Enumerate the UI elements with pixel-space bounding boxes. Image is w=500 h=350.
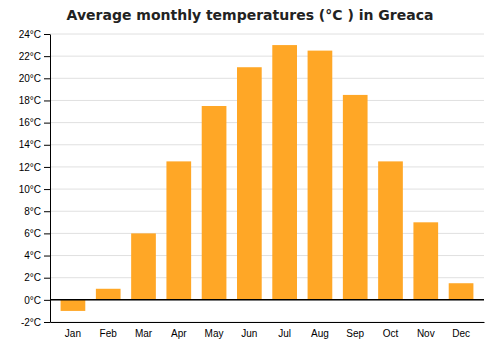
grid-line — [50, 122, 484, 123]
zero-line — [50, 299, 484, 301]
y-tick-label: -2°C — [21, 317, 41, 328]
y-tick: 4°C — [24, 250, 50, 261]
x-tick-label: May — [205, 328, 224, 339]
y-tick-label: 0°C — [24, 295, 41, 306]
y-tick: 2°C — [24, 272, 50, 283]
x-tick-label: Feb — [100, 328, 118, 339]
grid-line — [50, 56, 484, 57]
x-tick-label: Jul — [278, 328, 291, 339]
y-tick: 0°C — [24, 295, 50, 306]
y-tick-mark — [44, 300, 50, 301]
x-tick-label: Jan — [65, 328, 81, 339]
grid-line — [50, 189, 484, 190]
grid-line — [50, 211, 484, 212]
y-tick-mark — [44, 233, 50, 234]
x-tick: Oct — [383, 328, 399, 339]
y-tick-mark — [44, 322, 50, 323]
y-tick-mark — [44, 34, 50, 35]
bar — [272, 45, 297, 300]
grid-line — [50, 100, 484, 101]
grid-line — [50, 34, 484, 35]
bar — [131, 233, 156, 299]
y-tick-mark — [44, 211, 50, 212]
x-tick-label: Sep — [346, 328, 364, 339]
x-tick: Jul — [278, 328, 291, 339]
y-tick-label: 8°C — [24, 206, 41, 217]
y-tick-mark — [44, 145, 50, 146]
grid-line — [50, 78, 484, 79]
x-tick: Dec — [452, 328, 470, 339]
bar — [413, 222, 438, 300]
bar — [449, 283, 474, 300]
y-axis: -2°C 0°C 2°C 4°C 6°C 8°C 10°C 12°C 14°C 16°C 18°C 2… — [19, 29, 51, 328]
y-tick: -2°C — [21, 317, 50, 328]
bar — [96, 289, 121, 300]
y-tick-label: 18°C — [19, 95, 41, 106]
x-tick-label: Jun — [241, 328, 257, 339]
y-tick: 12°C — [19, 162, 50, 173]
y-tick: 22°C — [19, 51, 50, 62]
x-tick: Aug — [311, 328, 329, 339]
y-tick-mark — [44, 78, 50, 79]
x-tick-label: Nov — [417, 328, 435, 339]
y-axis-line — [50, 35, 51, 323]
y-tick: 20°C — [19, 73, 50, 84]
y-tick-mark — [44, 278, 50, 279]
x-tick-label: Dec — [452, 328, 470, 339]
y-tick-mark — [44, 167, 50, 168]
y-tick-label: 10°C — [19, 184, 41, 195]
x-tick-label: Apr — [171, 328, 187, 339]
y-tick-label: 2°C — [24, 272, 41, 283]
x-tick: Apr — [171, 328, 187, 339]
x-tick: May — [205, 328, 224, 339]
x-tick: Feb — [100, 328, 118, 339]
y-tick: 16°C — [19, 117, 50, 128]
y-tick-label: 14°C — [19, 139, 41, 150]
y-tick: 6°C — [24, 228, 50, 239]
x-tick: Jan — [65, 328, 81, 339]
y-tick-mark — [44, 256, 50, 257]
y-tick: 14°C — [19, 139, 50, 150]
y-tick-label: 16°C — [19, 117, 41, 128]
y-tick-mark — [44, 123, 50, 124]
x-axis: Jan Feb Mar Apr May Jun Jul Aug Sep Oct Nov Dec — [51, 323, 485, 340]
bar — [308, 51, 333, 300]
y-tick-mark — [44, 56, 50, 57]
bars — [61, 45, 474, 311]
bar — [237, 67, 262, 300]
x-tick-label: Oct — [383, 328, 399, 339]
chart: Average monthly temperatures (°C ) in Gr… — [0, 0, 500, 350]
grid-line — [50, 166, 484, 167]
y-tick-label: 22°C — [19, 51, 41, 62]
x-tick: Sep — [346, 328, 364, 339]
bar — [343, 95, 368, 300]
y-tick-mark — [44, 189, 50, 190]
x-tick: Jun — [241, 328, 257, 339]
y-tick: 8°C — [24, 206, 50, 217]
y-tick-label: 6°C — [24, 228, 41, 239]
x-tick-label: Aug — [311, 328, 329, 339]
y-tick: 10°C — [19, 184, 50, 195]
grid — [50, 34, 484, 322]
y-tick-label: 4°C — [24, 250, 41, 261]
x-tick: Nov — [417, 328, 435, 339]
y-tick: 18°C — [19, 95, 50, 106]
y-tick-label: 12°C — [19, 162, 41, 173]
grid-line — [50, 299, 484, 300]
bar — [166, 161, 191, 299]
y-tick: 24°C — [19, 29, 50, 40]
x-tick-label: Mar — [135, 328, 153, 339]
y-tick-mark — [44, 100, 50, 101]
bar — [378, 161, 403, 299]
x-tick: Mar — [135, 328, 153, 339]
y-tick-label: 24°C — [19, 29, 41, 40]
title: Average monthly temperatures (°C ) in Gr… — [67, 7, 434, 23]
grid-line — [50, 144, 484, 145]
x-axis-line — [51, 322, 485, 323]
y-tick-label: 20°C — [19, 73, 41, 84]
bar — [61, 300, 86, 311]
grid-line — [50, 322, 484, 323]
plot: -2°C 0°C 2°C 4°C 6°C 8°C 10°C 12°C 14°C 16°C 18°C 2… — [19, 29, 485, 339]
bar — [202, 106, 227, 300]
